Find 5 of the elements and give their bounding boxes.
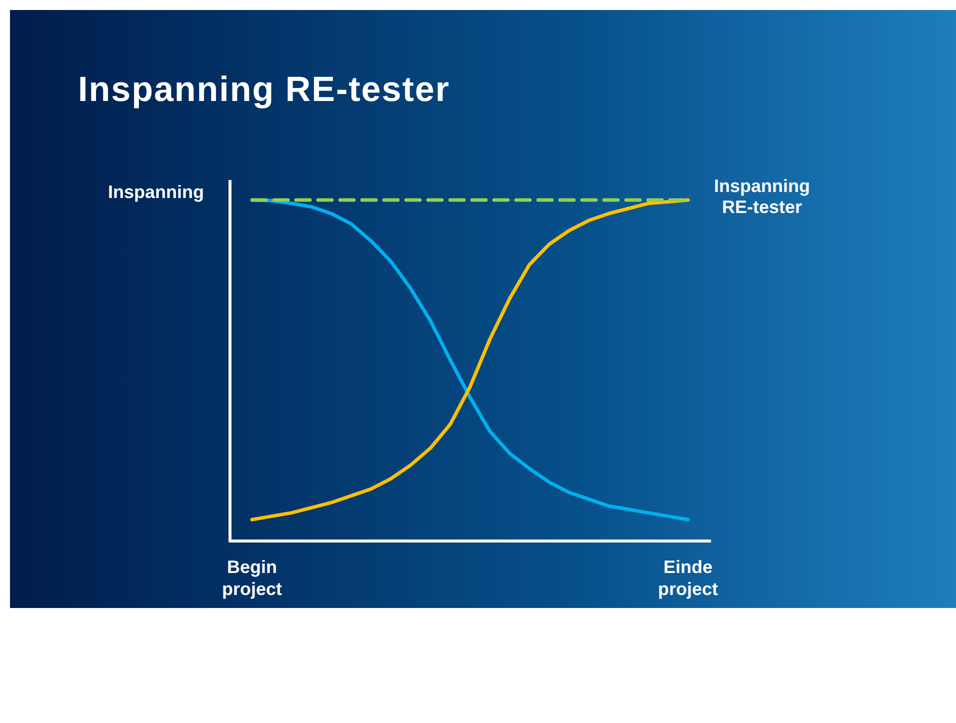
x-tick-label: Einde project	[658, 557, 718, 599]
chart-title: Inspanning RE-tester	[78, 70, 450, 109]
x-tick-label: Begin project	[222, 557, 282, 599]
y-axis-title: Inspanning	[108, 182, 204, 202]
series-label: Inspanning RE-tester	[714, 176, 810, 217]
